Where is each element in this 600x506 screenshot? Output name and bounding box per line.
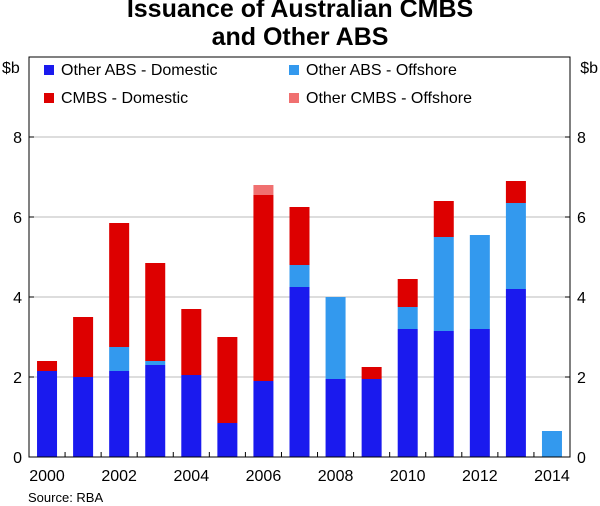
bar-2000-cmbs-domestic [37,361,58,371]
bar-2003-other-abs-offshore [145,361,166,365]
bar-2005-cmbs-domestic [217,337,238,423]
x-tick-label-2010: 2010 [390,468,426,485]
bar-2010-other-abs-offshore [397,307,418,329]
bar-2012-other-abs-offshore [469,235,490,329]
bar-2009-other-abs-domestic [361,379,382,457]
y-tick-label-left: 4 [13,290,22,307]
chart-title-line2: and Other ABS [211,23,389,51]
y-tick-label-left: 0 [13,450,22,467]
legend-swatch-0 [44,65,54,75]
bar-2007-cmbs-domestic [289,207,310,265]
y-tick-label-right: 6 [577,210,586,227]
bar-2007-other-abs-domestic [289,287,310,457]
x-tick-label-2014: 2014 [534,468,570,485]
y-axis-unit-right: $b [580,60,598,77]
bar-2013-cmbs-domestic [505,181,526,203]
bar-2000-other-abs-domestic [37,371,58,457]
legend-swatch-3 [289,93,299,103]
source-note: Source: RBA [28,490,104,505]
bar-2006-other-abs-domestic [253,381,274,457]
x-tick-label-2012: 2012 [462,468,498,485]
y-tick-label-right: 0 [577,450,586,467]
bar-2007-other-abs-offshore [289,265,310,287]
legend-label-0: Other ABS - Domestic [61,62,218,79]
bar-2011-cmbs-domestic [433,201,454,237]
bar-2004-cmbs-domestic [181,309,202,375]
bar-2003-cmbs-domestic [145,263,166,361]
bar-2010-other-abs-domestic [397,329,418,457]
chart-title-line1: Issuance of Australian CMBS [126,0,474,23]
bar-2002-other-abs-offshore [109,347,130,371]
x-tick-label-2004: 2004 [174,468,210,485]
bar-2011-other-abs-domestic [433,331,454,457]
bar-2001-other-abs-domestic [73,377,94,457]
bar-2011-other-abs-offshore [433,237,454,331]
y-tick-label-right: 2 [577,370,586,387]
y-tick-label-left: 2 [13,370,22,387]
bar-2006-other-cmbs-offshore [253,185,274,195]
bar-2008-other-abs-offshore [325,297,346,379]
bar-2010-cmbs-domestic [397,279,418,307]
bar-2004-other-abs-domestic [181,375,202,457]
legend-label-1: Other ABS - Offshore [306,62,457,79]
bar-2002-cmbs-domestic [109,223,130,347]
bar-2003-other-abs-domestic [145,365,166,457]
legend-label-3: Other CMBS - Offshore [306,90,472,107]
bar-2013-other-abs-offshore [505,203,526,289]
x-tick-label-2002: 2002 [101,468,137,485]
legend-label-2: CMBS - Domestic [61,90,188,107]
plot-frame [28,56,571,458]
bar-2009-cmbs-domestic [361,367,382,379]
bar-2013-other-abs-domestic [505,289,526,457]
y-tick-label-left: 8 [13,130,22,147]
bar-2014-other-abs-offshore [541,431,562,457]
x-tick-label-2006: 2006 [246,468,282,485]
legend-swatch-1 [289,65,299,75]
y-tick-label-right: 8 [577,130,586,147]
x-tick-label-2000: 2000 [29,468,65,485]
bar-2008-other-abs-domestic [325,379,346,457]
legend-swatch-2 [44,93,54,103]
bar-2002-other-abs-domestic [109,371,130,457]
y-tick-label-left: 6 [13,210,22,227]
bar-2001-cmbs-domestic [73,317,94,377]
bar-2012-other-abs-domestic [469,329,490,457]
bar-2005-other-abs-domestic [217,423,238,457]
y-axis-unit-left: $b [2,60,20,77]
bar-2006-cmbs-domestic [253,195,274,381]
x-tick-label-2008: 2008 [318,468,354,485]
y-tick-label-right: 4 [577,290,586,307]
legend: Other ABS - Domestic Other ABS - Offshore… [44,62,472,107]
